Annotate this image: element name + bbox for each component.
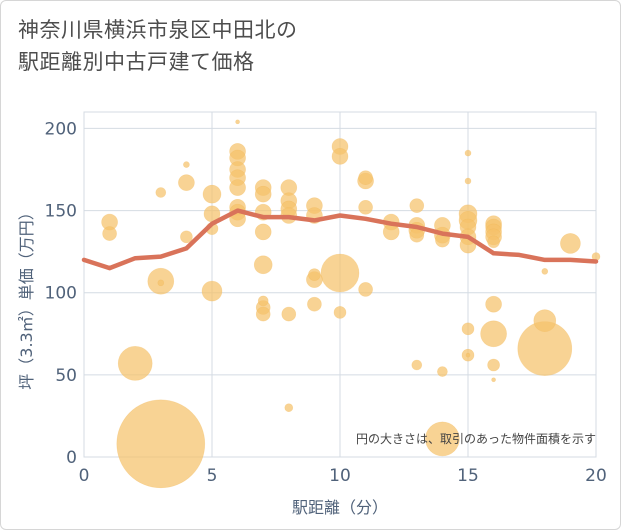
chart-title: 神奈川県横浜市泉区中田北の 駅距離別中古戸建て価格 [18, 14, 298, 78]
x-tick-label: 10 [329, 466, 351, 486]
bubble-point [257, 295, 269, 307]
bubble-point [331, 148, 349, 165]
bubble-point [178, 174, 195, 191]
bubble-point [320, 253, 360, 293]
bubble-point [485, 295, 502, 313]
y-tick-label: 100 [45, 284, 77, 304]
bubble-point [487, 358, 500, 372]
average-price-line [81, 208, 599, 271]
bubble-point [560, 233, 581, 254]
y-axis-label: 坪（3.3㎡）単価（万円） [17, 204, 36, 389]
bubble-point [235, 119, 240, 125]
x-tick-label: 5 [207, 466, 218, 486]
bubble-point [183, 161, 190, 168]
bubble-point [533, 309, 557, 332]
bubble-point [541, 268, 549, 275]
tick-labels: 0 50 100 150 200 0 5 10 15 20 [45, 119, 607, 486]
bubble-point [116, 399, 206, 489]
bubble-point [308, 268, 321, 281]
title-line-2: 駅距離別中古戸建て価格 [18, 50, 255, 74]
y-tick-label: 150 [45, 202, 77, 222]
bubble-point [464, 177, 472, 185]
bubble-point [157, 279, 165, 287]
bubble-point [333, 306, 347, 319]
bubble-point [307, 296, 322, 312]
bubble-point [464, 149, 472, 157]
bubble-point [254, 223, 272, 241]
y-tick-label: 50 [55, 366, 77, 386]
line-layer [81, 208, 599, 271]
bubble-point [255, 306, 271, 322]
size-annotation: 円の大きさは、取引のあった物件面積を示す [356, 431, 596, 446]
bubble-point [487, 235, 500, 249]
bubble-point [425, 421, 460, 457]
bubble-point [180, 230, 193, 244]
bubble-point [461, 322, 475, 336]
bubble-point [102, 226, 117, 241]
bubble-point [358, 170, 373, 186]
bubble-point [202, 184, 222, 204]
bubble-point [281, 306, 297, 322]
bubble-point [229, 179, 246, 196]
x-tick-label: 0 [79, 466, 90, 486]
bubble-point [254, 185, 272, 203]
bubble-point [465, 352, 471, 358]
bubble-point [491, 377, 496, 383]
bubble-point [253, 255, 273, 275]
y-tick-label: 200 [45, 119, 77, 139]
bubble-point [155, 187, 167, 198]
bubble-point [411, 359, 423, 371]
y-tick-label: 0 [66, 448, 77, 468]
bubble-point [284, 403, 294, 413]
x-tick-label: 15 [457, 466, 479, 486]
title-line-1: 神奈川県横浜市泉区中田北の [18, 18, 298, 42]
bubble-point [437, 366, 448, 377]
x-tick-label: 20 [585, 466, 607, 486]
x-axis-label: 駅距離（分） [292, 498, 388, 517]
bubble-point [358, 282, 373, 297]
bubble-point [409, 198, 425, 213]
bubble-point [480, 320, 507, 348]
bubble-point [201, 280, 223, 302]
bubble-point [358, 199, 373, 215]
bubble-point [117, 346, 153, 381]
